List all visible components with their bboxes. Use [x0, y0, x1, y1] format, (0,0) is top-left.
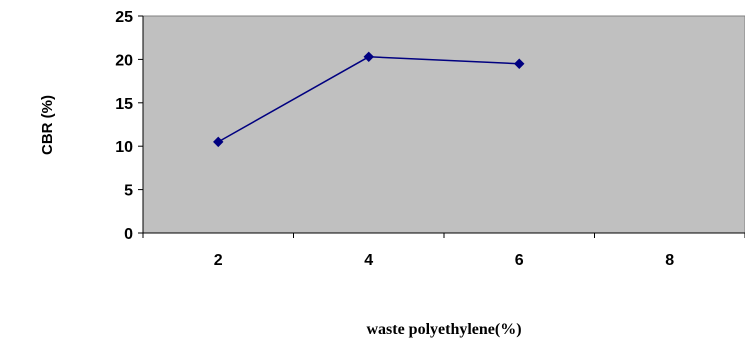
data-point-marker	[213, 136, 224, 148]
x-axis-ticks: 2 4 6 8	[142, 233, 745, 269]
data-point-marker	[363, 51, 374, 63]
y-tick-label: 20	[115, 52, 133, 69]
plot-area	[142, 15, 745, 234]
y-tick-label: 25	[115, 9, 133, 26]
x-axis-label: waste polyethylene(%)	[366, 321, 521, 338]
x-tick-label: 2	[214, 252, 223, 269]
y-axis-label: CBR (%)	[39, 95, 56, 155]
y-tick-label: 15	[115, 96, 133, 113]
x-tick-label: 6	[515, 252, 524, 269]
data-point-marker	[514, 58, 525, 69]
x-tick-label: 8	[665, 252, 674, 269]
x-tick-label: 4	[364, 252, 373, 269]
series-layer	[213, 51, 525, 148]
y-tick-label: 5	[124, 183, 133, 200]
y-tick-label: 0	[124, 226, 133, 243]
y-axis-ticks: 0 5 10 15 20 25	[115, 9, 143, 243]
y-tick-label: 10	[115, 139, 133, 156]
